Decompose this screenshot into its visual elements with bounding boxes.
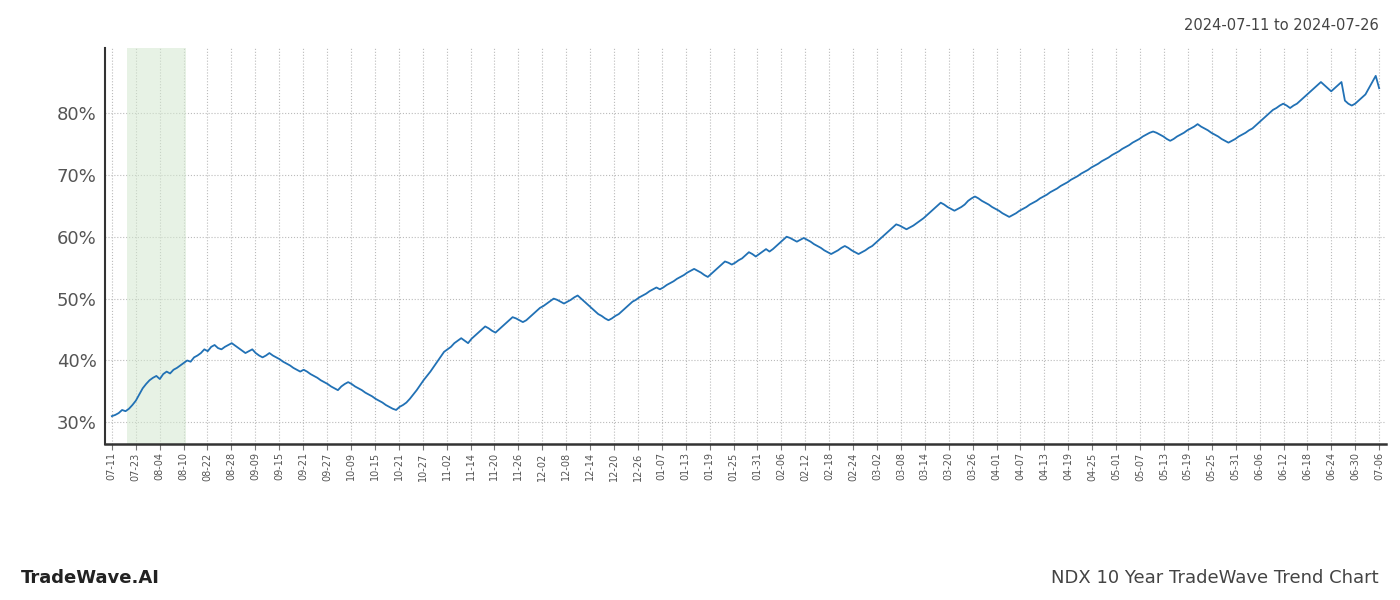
- Text: NDX 10 Year TradeWave Trend Chart: NDX 10 Year TradeWave Trend Chart: [1051, 569, 1379, 587]
- Bar: [127, 48, 186, 444]
- Text: 2024-07-11 to 2024-07-26: 2024-07-11 to 2024-07-26: [1184, 18, 1379, 33]
- Text: TradeWave.AI: TradeWave.AI: [21, 569, 160, 587]
